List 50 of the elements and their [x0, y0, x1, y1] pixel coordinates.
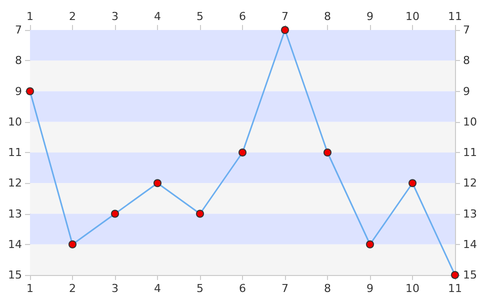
x-tick-label: 7 — [282, 282, 288, 295]
y-tick-label: 12 — [8, 176, 22, 190]
x2-tick-label: 11 — [448, 10, 462, 23]
y2-tick-label: 10 — [463, 115, 477, 128]
x2-tick-label: 6 — [239, 10, 246, 23]
y-tick-label: 9 — [15, 84, 22, 98]
y-tick-label: 14 — [8, 238, 22, 251]
x2-tick-label: 2 — [69, 10, 76, 23]
x2-tick-label: 5 — [196, 10, 204, 23]
y2-tick-label: 7 — [463, 24, 470, 36]
x-tick-label: 9 — [366, 282, 374, 295]
x-tick-label: 6 — [239, 282, 246, 295]
x2-tick-label: 10 — [406, 10, 420, 23]
x2-tick-label: 7 — [282, 10, 288, 23]
x2-tick-label: 9 — [366, 10, 374, 23]
x-tick-label: 11 — [448, 282, 462, 295]
x-tick-label: 3 — [112, 282, 118, 295]
point — [324, 148, 332, 156]
x2-tick-label: 8 — [324, 10, 331, 23]
x-tick-label: 5 — [196, 282, 204, 295]
point — [366, 240, 374, 248]
x2-tick-label: 4 — [154, 10, 161, 23]
y-tick-label: 8 — [15, 54, 22, 68]
x-tick-label: 10 — [406, 282, 420, 295]
point — [26, 87, 34, 96]
y2-tick-label: 12 — [463, 176, 477, 190]
x-tick-label: 8 — [324, 282, 331, 295]
point — [238, 148, 246, 156]
x2-tick-label: 1 — [26, 10, 34, 23]
y2-tick-label: 13 — [463, 207, 477, 220]
y-tick-label: 7 — [15, 24, 22, 36]
point — [68, 240, 76, 248]
x-tick-label: 2 — [69, 282, 76, 295]
y2-tick-label: 14 — [463, 238, 477, 251]
y2-tick-label: 11 — [463, 146, 477, 159]
point — [111, 210, 119, 218]
y2-tick-label: 15 — [463, 268, 477, 282]
y-tick-label: 11 — [8, 146, 22, 159]
x-tick-label: 1 — [26, 282, 34, 295]
y2-tick-label: 8 — [463, 54, 470, 68]
y2-tick-label: 9 — [463, 84, 470, 98]
point — [196, 210, 204, 218]
y-tick-label: 15 — [8, 268, 22, 282]
x-tick-label: 4 — [154, 282, 161, 295]
y-tick-label: 13 — [8, 207, 22, 220]
x2-tick-label: 3 — [112, 10, 118, 23]
y-tick-label: 10 — [8, 115, 22, 128]
point — [281, 26, 289, 34]
point — [154, 179, 162, 188]
point — [408, 179, 416, 188]
